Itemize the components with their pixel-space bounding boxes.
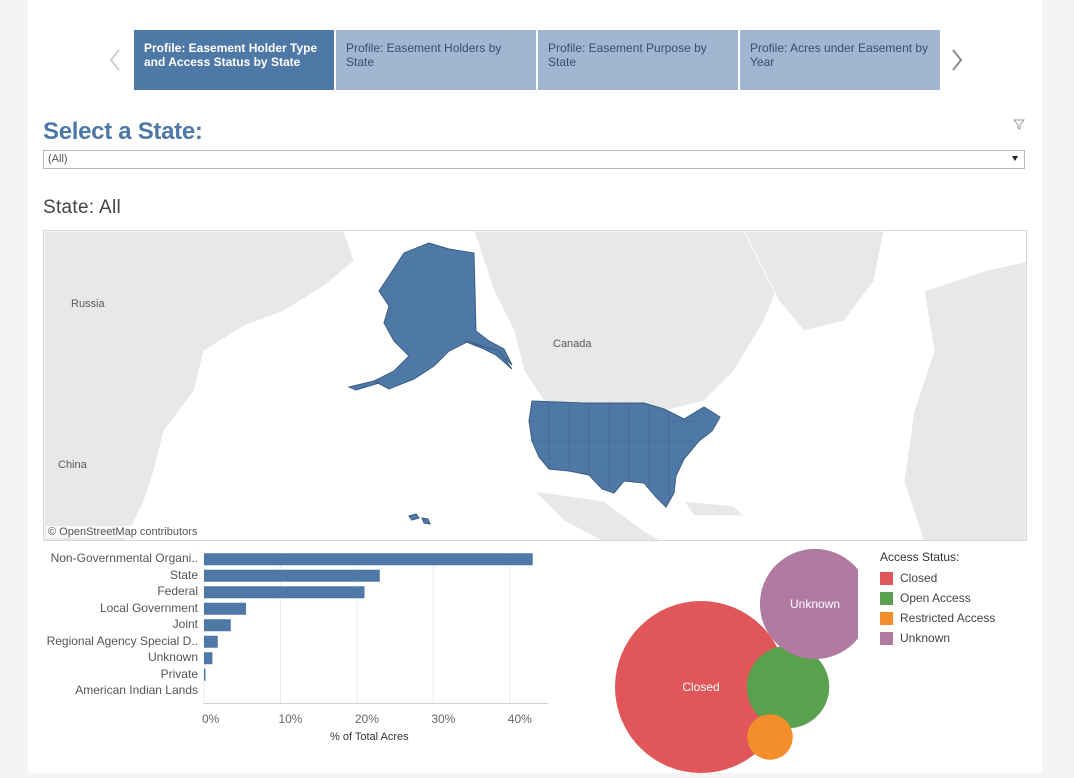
category-label: Unknown <box>147 650 198 664</box>
category-label: Non-Governmental Organi.. <box>50 551 198 565</box>
category-label: State <box>169 567 198 582</box>
bar-2[interactable] <box>204 586 365 599</box>
legend-item[interactable]: Open Access <box>880 588 1040 608</box>
legend-item[interactable]: Restricted Access <box>880 608 1040 628</box>
bubble-circle[interactable] <box>759 548 871 660</box>
x-tick-label: 40% <box>507 711 532 726</box>
state-dropdown-value: (All) <box>48 153 68 165</box>
x-tick-label: 0% <box>202 711 220 726</box>
category-label: American Indian Lands <box>75 683 198 697</box>
bar-1[interactable] <box>204 569 380 582</box>
legend-item[interactable]: Closed <box>880 568 1040 588</box>
next-arrow-icon[interactable] <box>950 46 964 74</box>
x-tick-label: 10% <box>278 711 303 726</box>
map-label-canada: Canada <box>553 338 592 350</box>
bar-7[interactable] <box>204 668 206 681</box>
bubble-circle[interactable] <box>615 601 787 773</box>
legend-title: Access Status: <box>880 550 960 564</box>
bar-chart-plot <box>203 551 548 704</box>
bubble-circle[interactable] <box>747 714 793 760</box>
bar-3[interactable] <box>204 602 247 615</box>
category-label: Private <box>160 666 198 681</box>
bubble-open-access[interactable] <box>746 645 830 729</box>
category-label: Regional Agency Special D.. <box>46 633 198 648</box>
legend-label: Open Access <box>900 591 971 605</box>
category-label: Joint <box>172 617 198 631</box>
bubble-label: Unknown <box>790 597 840 611</box>
bar-0[interactable] <box>204 553 533 566</box>
tab-holders-by-state[interactable]: Profile: Easement Holders by State <box>336 30 536 90</box>
bubble-label: Closed <box>682 680 719 694</box>
chevron-down-icon <box>1012 156 1018 161</box>
bar-5[interactable] <box>204 635 218 648</box>
legend-swatch <box>880 591 893 605</box>
legend-swatch <box>880 631 893 645</box>
bubble-closed[interactable]: Closed <box>615 601 787 773</box>
x-tick-label: 20% <box>354 711 379 726</box>
access-status-legend: Access Status: Closed Open Access Restrict… <box>880 550 1040 648</box>
state-dropdown[interactable]: (All) <box>43 150 1025 169</box>
holder-type-bar-chart: Non-Governmental Organi.. State Federal Loc… <box>28 545 568 755</box>
map-label-russia: Russia <box>71 298 105 310</box>
bubble-unknown[interactable]: Unknown <box>759 548 871 660</box>
bar-4[interactable] <box>204 619 231 632</box>
select-state-title: Select a State: <box>43 118 203 145</box>
legend-label: Closed <box>900 571 938 585</box>
legend-label: Restricted Access <box>900 611 996 625</box>
category-label: Federal <box>157 584 198 598</box>
bar-6[interactable] <box>204 652 213 665</box>
access-status-bubble-chart: Closed Unknown <box>578 545 871 773</box>
map[interactable]: Russia Canada China © OpenStreetMap cont… <box>43 230 1027 541</box>
x-tick-label: 30% <box>431 711 456 726</box>
map-credit: © OpenStreetMap contributors <box>46 526 200 538</box>
tab-holder-type-access[interactable]: Profile: Easement Holder Type and Access… <box>134 30 334 90</box>
bubble-plot: Closed Unknown <box>615 548 871 773</box>
dashboard: Profile: Easement Holder Type and Access… <box>28 0 1042 773</box>
legend-swatch <box>880 611 893 625</box>
bar-chart-x-title: % of Total Acres <box>330 731 409 743</box>
world-basemap <box>44 231 1026 540</box>
map-label-china: China <box>58 459 87 471</box>
category-label: Local Government <box>99 600 198 615</box>
state-heading: State: All <box>43 197 121 218</box>
tab-purpose-by-state[interactable]: Profile: Easement Purpose by State <box>538 30 738 90</box>
tab-acres-by-year[interactable]: Profile: Acres under Easement by Year <box>740 30 940 90</box>
legend-items: Closed Open Access Restricted Access Unknow… <box>880 568 1040 648</box>
legend-item[interactable]: Unknown <box>880 628 1040 648</box>
prev-arrow-icon[interactable] <box>108 46 122 74</box>
legend-label: Unknown <box>900 631 951 645</box>
filter-icon[interactable] <box>1012 118 1026 130</box>
bubble-circle[interactable] <box>746 645 830 729</box>
legend-swatch <box>880 571 893 585</box>
bubble-restricted-access[interactable] <box>747 714 793 760</box>
